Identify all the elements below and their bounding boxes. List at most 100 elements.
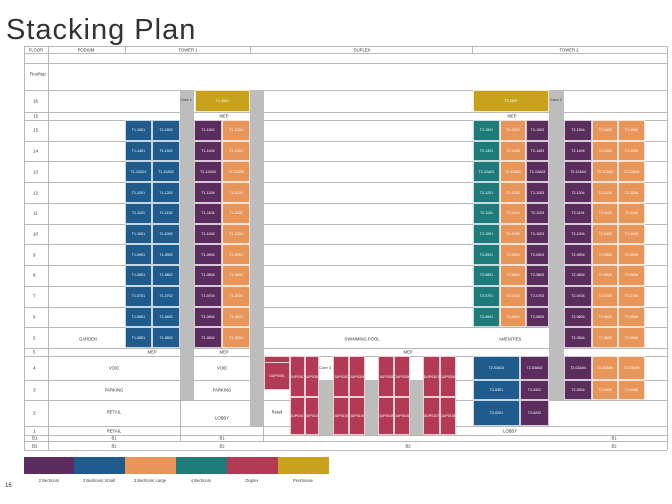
amenities-label: AMENITIES <box>498 336 522 342</box>
unit-cell: T1-1504 <box>194 120 222 141</box>
unit-cell: T1-12A01 <box>125 161 152 183</box>
b1-label: B1 <box>611 435 617 441</box>
floor-label: 5 <box>33 335 36 341</box>
mep-label: MEP <box>147 349 157 355</box>
header-podium: PODIUM <box>77 47 95 52</box>
unit-cell: T2-1103 <box>526 202 549 224</box>
grid-line <box>24 46 25 450</box>
unit-cell: T1-1001 <box>125 223 152 245</box>
floor-label: 12 <box>33 190 39 196</box>
unit-cell: T1-0903 <box>222 244 250 266</box>
unit-cell: T2-1504 <box>564 120 592 141</box>
unit-cell: T2-0703 <box>526 285 549 307</box>
unit-cell: T2-1406 <box>618 140 645 162</box>
unit-cell: T1-1502 <box>152 120 180 141</box>
unit-cell: T2-0304 <box>564 380 592 400</box>
grid-line <box>24 53 667 54</box>
unit-cell: T2-03A05 <box>592 356 618 380</box>
unit-cell: T2-03A01 <box>473 356 520 380</box>
unit-cell: T1-1401 <box>125 140 152 162</box>
lobby-label: LOBBY <box>503 428 517 434</box>
floor-label: B1 <box>32 435 38 441</box>
duplex-unit: DUP0106 <box>394 397 410 435</box>
unit-cell: T2-0504 <box>564 327 592 348</box>
unit-cell: T2-0505 <box>592 327 618 348</box>
header-floor: FLOOR <box>28 47 44 52</box>
retail-label: Retail <box>271 409 283 415</box>
unit-cell: T2-0202 <box>520 400 549 426</box>
unit-cell: T2-0302 <box>520 380 549 400</box>
floor-label: 4 <box>33 365 36 371</box>
unit-cell: T2-0305 <box>592 380 618 400</box>
unit-cell: T1-0804 <box>194 265 222 286</box>
grid-line <box>24 327 667 329</box>
unit-cell: T2-1003 <box>526 223 549 245</box>
unit-cell: T2-1402 <box>500 140 526 162</box>
duplex-unit: DUP0105 <box>378 397 394 435</box>
unit-cell: T2-12A03 <box>526 161 549 183</box>
lobby-label: LOBBY <box>215 415 229 421</box>
floor-label: 14 <box>33 148 39 154</box>
unit-cell: T2-1202 <box>500 182 526 203</box>
unit-cell: T2-12A01 <box>473 161 500 183</box>
core-3-label: Core 3 <box>319 365 332 370</box>
unit-cell: T2-1204 <box>564 182 592 203</box>
unit-cell: T1-1003 <box>222 223 250 245</box>
page-number: 16 <box>5 483 12 489</box>
unit-cell: T2-0601 <box>473 306 500 328</box>
unit-cell: T2-1201 <box>473 182 500 203</box>
unit-cell: T1-1404 <box>194 140 222 162</box>
legend-label: 2 Bedroom <box>38 478 60 483</box>
penthouse-unit: T1-1601 <box>195 90 250 112</box>
unit-cell: T2-1002 <box>500 223 526 245</box>
unit-cell: T2-1001 <box>473 223 500 245</box>
legend-swatch <box>176 457 227 474</box>
unit-cell: T2-1101 <box>473 202 500 224</box>
unit-cell: T1-1204 <box>194 182 222 203</box>
unit-cell: T1-0902 <box>152 244 180 266</box>
grid-line <box>24 435 667 436</box>
unit-cell: T1-0602 <box>152 306 180 328</box>
floor-label: 3 <box>33 387 36 393</box>
b1-label: B1 <box>219 435 225 441</box>
unit-cell: T2-0905 <box>592 244 618 266</box>
unit-cell: T2-12A05 <box>592 161 618 183</box>
unit-cell: T2-0801 <box>473 265 500 286</box>
floor-label: 16 <box>33 98 39 104</box>
header-tower-1: TOWER 1 <box>178 47 198 52</box>
grid-line <box>24 90 667 91</box>
b2-label: B2 <box>405 443 411 449</box>
floor-label: 7 <box>33 293 36 299</box>
unit-cell: T2-0201 <box>473 400 520 426</box>
floor-label: B2 <box>32 443 38 448</box>
unit-cell: T1-1203 <box>222 182 250 203</box>
floor-label: Rooftop <box>30 71 46 77</box>
mep-label: MEP <box>507 113 517 119</box>
b2-label: B2 <box>219 443 225 449</box>
grid-line <box>48 46 49 450</box>
unit-cell: T2-0706 <box>618 285 645 307</box>
unit-cell: T2-0805 <box>592 265 618 286</box>
unit-cell: T2-0701 <box>473 285 500 307</box>
grid-line <box>24 450 667 451</box>
unit-cell: T2-1404 <box>564 140 592 162</box>
unit-cell: T2-1004 <box>564 223 592 245</box>
unit-cell: T2-0802 <box>500 265 526 286</box>
unit-cell: T1-0503 <box>222 327 250 348</box>
unit-cell: T2-1206 <box>618 182 645 203</box>
core-shaft <box>319 380 333 435</box>
duplex-unit: DUP0306 <box>394 356 410 397</box>
duplex-unit: DUP0107 <box>423 397 440 435</box>
duplex-unit: DUP0303 <box>333 356 349 397</box>
unit-cell: T1-0702 <box>152 285 180 307</box>
duplex-unit: DUP0301 <box>290 356 305 397</box>
page-title: Stacking Plan <box>6 14 197 46</box>
unit-cell: T2-1506 <box>618 120 645 141</box>
grid-line <box>24 46 667 47</box>
unit-cell: T1-1201 <box>125 182 152 203</box>
grid-line <box>24 140 667 142</box>
unit-cell: T1-0501 <box>125 327 152 348</box>
legend-swatch <box>125 457 176 474</box>
unit-cell: T1-0904 <box>194 244 222 266</box>
unit-cell: T2-0902 <box>500 244 526 266</box>
